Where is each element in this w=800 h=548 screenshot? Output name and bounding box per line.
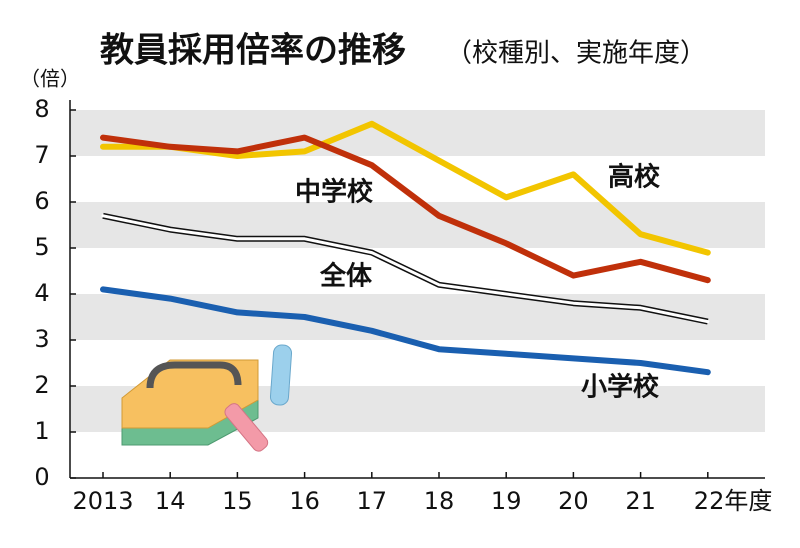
x-tick-label: 22年度 [694, 487, 773, 515]
series-label: 小学校 [581, 372, 660, 403]
x-tick-label: 2013 [72, 487, 133, 515]
y-tick-label: 3 [34, 325, 49, 353]
y-tick-label: 5 [34, 233, 49, 261]
x-tick-label: 18 [424, 487, 455, 515]
grid-band [70, 202, 765, 248]
x-tick-label: 19 [491, 487, 522, 515]
pencil-case-illustration [121, 344, 293, 452]
chart-subtitle: （校種別、実施年度） [446, 39, 706, 69]
series-line [100, 134, 711, 284]
y-tick-label: 7 [34, 141, 49, 169]
y-tick-label: 8 [34, 95, 49, 123]
y-tick-label: 2 [34, 371, 49, 399]
series-label: 中学校 [295, 177, 374, 208]
series-line [101, 214, 710, 324]
x-tick-label: 15 [222, 487, 253, 515]
series-line [100, 286, 711, 376]
y-tick-label: 6 [34, 187, 49, 215]
series-label: 全体 [319, 261, 373, 292]
y-axis-label: （倍） [20, 67, 80, 91]
y-tick-label: 1 [34, 417, 49, 445]
y-tick-label: 0 [34, 463, 49, 491]
series-label: 高校 [608, 162, 661, 193]
x-tick-label: 20 [558, 487, 589, 515]
x-tick-label: 17 [357, 487, 388, 515]
y-tick-label: 4 [34, 279, 49, 307]
chart-title: 教員採用倍率の推移 [100, 31, 406, 71]
x-tick-label: 21 [625, 487, 656, 515]
x-tick-label: 14 [155, 487, 186, 515]
x-tick-label: 16 [289, 487, 320, 515]
